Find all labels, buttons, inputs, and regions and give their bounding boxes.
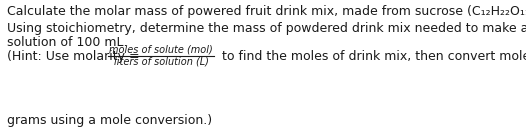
Text: grams using a mole conversion.): grams using a mole conversion.) (7, 114, 212, 127)
Text: Using stoichiometry, determine the mass of powdered drink mix needed to make a 1: Using stoichiometry, determine the mass … (7, 22, 526, 35)
Text: (Hint: Use molarity =: (Hint: Use molarity = (7, 50, 142, 63)
Text: solution of 100 mL.: solution of 100 mL. (7, 36, 127, 49)
Text: moles of solute (mol): moles of solute (mol) (109, 45, 213, 55)
Text: Calculate the molar mass of powered fruit drink mix, made from sucrose (C₁₂H₂₂O₁: Calculate the molar mass of powered frui… (7, 5, 526, 18)
Text: liters of solution (L): liters of solution (L) (114, 57, 208, 67)
Text: to find the moles of drink mix, then convert moles to: to find the moles of drink mix, then con… (218, 50, 526, 63)
